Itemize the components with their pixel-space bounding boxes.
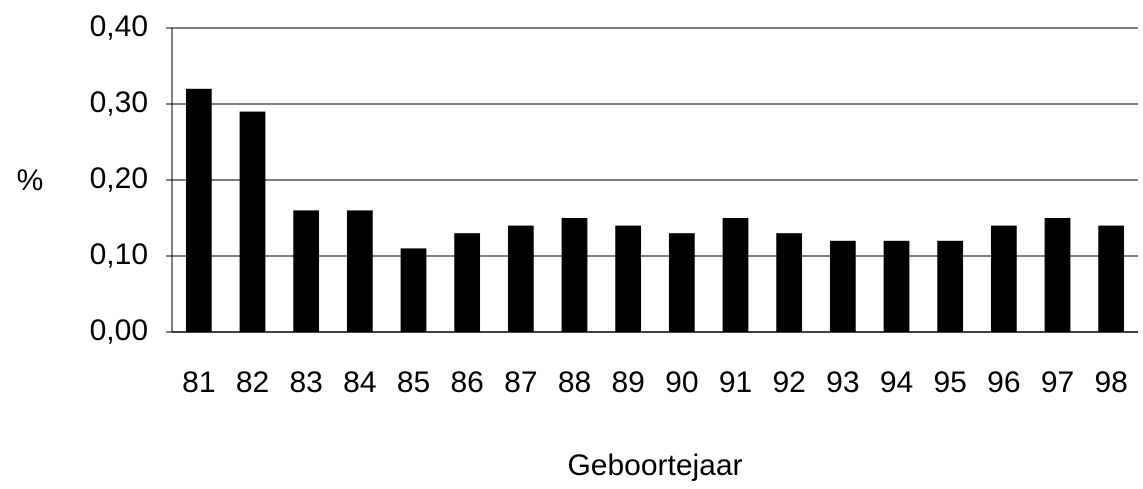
- bar: [883, 240, 910, 332]
- bar: [937, 240, 964, 332]
- x-tick-label: 81: [182, 366, 215, 399]
- x-axis-label: Geboortejaar: [567, 449, 742, 482]
- x-tick-label: 97: [1041, 366, 1074, 399]
- y-axis-label: %: [17, 164, 44, 197]
- bar: [615, 225, 642, 332]
- bar: [1098, 225, 1125, 332]
- bar: [722, 218, 749, 332]
- x-tick-label: 89: [611, 366, 644, 399]
- y-tick-label: 0,10: [90, 238, 148, 271]
- y-tick-label: 0,00: [90, 314, 148, 347]
- bar: [1044, 218, 1071, 332]
- x-tick-label: 91: [719, 366, 752, 399]
- x-tick-label: 94: [880, 366, 913, 399]
- x-tick-label: 87: [504, 366, 537, 399]
- x-tick-label: 82: [236, 366, 269, 399]
- bar: [990, 225, 1017, 332]
- bar: [668, 233, 695, 332]
- y-tick-label: 0,40: [90, 10, 148, 43]
- bar: [454, 233, 481, 332]
- x-tick-label: 83: [289, 366, 322, 399]
- x-tick-label: 86: [450, 366, 483, 399]
- bar: [293, 210, 320, 332]
- bar: [239, 111, 266, 332]
- x-tick-label: 98: [1094, 366, 1127, 399]
- x-tick-label: 96: [987, 366, 1020, 399]
- y-tick-label: 0,30: [90, 86, 148, 119]
- x-tick-label: 90: [665, 366, 698, 399]
- bar: [561, 218, 588, 332]
- x-tick-label: 92: [772, 366, 805, 399]
- x-tick-label: 84: [343, 366, 376, 399]
- x-tick-label: 93: [826, 366, 859, 399]
- x-tick-label: 88: [558, 366, 591, 399]
- bar: [346, 210, 373, 332]
- x-tick-label: 85: [397, 366, 430, 399]
- bar: [507, 225, 534, 332]
- bar: [400, 248, 427, 332]
- bar: [185, 88, 212, 332]
- bar: [776, 233, 803, 332]
- x-tick-label: 95: [933, 366, 966, 399]
- y-tick-label: 0,20: [90, 162, 148, 195]
- bar: [829, 240, 856, 332]
